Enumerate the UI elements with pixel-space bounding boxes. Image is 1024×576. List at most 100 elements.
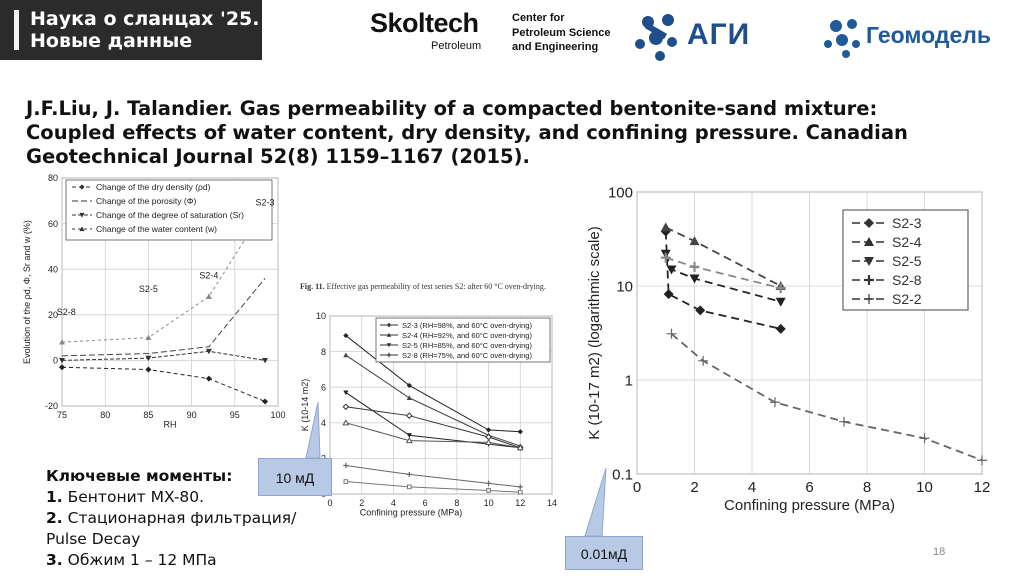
c2-x-tick-label: 8 — [454, 498, 459, 508]
c3-y-axis-label: K (10-17 m2) (logarithmic scale) — [586, 226, 603, 439]
c3-legend-4-marker — [864, 294, 874, 304]
c3-x-tick-label: 4 — [748, 479, 756, 496]
c3-x-tick-label: 10 — [916, 479, 933, 496]
c2-legend-0-label: S2-3 (RH=98%, and 60°C oven-drying) — [402, 321, 532, 330]
c3-series-1-point-0 — [660, 222, 671, 232]
c3-series-4-point-0 — [666, 328, 677, 339]
skoltech-logo-text: Skoltech — [370, 8, 479, 38]
c1-x-tick-label: 90 — [187, 410, 197, 420]
c2-series-1-line — [345, 354, 521, 447]
c1-series-2-line — [61, 350, 266, 361]
key-point-2-text: Стационарная фильтрация/ — [67, 509, 297, 527]
c2-series-0-point-3 — [517, 429, 523, 435]
c2-legend-0-marker — [386, 322, 392, 328]
c2-series-0-point-1 — [406, 382, 412, 389]
c3-x-axis-label: Confining pressure (MPa) — [724, 497, 895, 514]
c1-series-3-line — [61, 207, 266, 343]
c3-series-2-point-1 — [666, 265, 677, 275]
c2-series-6-point-2 — [486, 488, 491, 493]
c1-legend-2-marker — [79, 212, 85, 218]
c1-y-tick-label: 0 — [53, 356, 58, 366]
c2-y-tick-label: 8 — [321, 347, 326, 357]
c1-series-1-line — [61, 278, 266, 357]
key-points-heading: Ключевые моменты: — [46, 467, 233, 485]
c2-x-tick-label: 6 — [423, 498, 428, 508]
c1-annotation-0: S2-8 — [57, 307, 76, 317]
figure-caption-label: Fig. 11. — [300, 282, 325, 291]
key-points: Ключевые моменты: 1. Бентонит MX-80. 2. … — [46, 466, 296, 571]
c2-series-4-point-0 — [342, 403, 350, 411]
c3-series-2-line — [664, 253, 781, 303]
c1-legend-0-marker — [79, 184, 85, 190]
badge-line-1: Наука о сланцах '25. — [30, 8, 260, 30]
c3-series-1-point-1 — [689, 236, 700, 246]
c3-x-tick-label: 12 — [974, 479, 991, 496]
c2-series-3-line — [345, 465, 521, 488]
c3-legend-box — [842, 209, 969, 311]
c3-series-2-point-2 — [689, 274, 700, 284]
c2-series-0-point-0 — [343, 332, 349, 339]
c2-legend-box — [375, 317, 551, 363]
reference-title: J.F.Liu, J. Talandier. Gas permeability … — [26, 97, 908, 168]
c2-series-4-point-1 — [405, 412, 413, 419]
c3-legend-0-marker — [864, 218, 874, 228]
c1-series-2-point-2 — [205, 348, 212, 355]
key-point-2-cont: Pulse Decay — [46, 529, 296, 550]
c2-legend-1-label: S2-4 (RH=92%, and 60°C oven-drying) — [402, 331, 532, 340]
c1-x-tick-label: 85 — [143, 410, 153, 420]
logo-marks — [635, 14, 860, 61]
c1-series-0-point-2 — [205, 375, 212, 382]
c2-legend-3-label: S2-8 (RH=75%, and 60°C oven-drying) — [402, 351, 532, 360]
c1-y-tick-label: 80 — [48, 173, 58, 183]
c1-x-tick-label: 75 — [57, 410, 67, 420]
c3-legend-3-marker — [864, 275, 874, 285]
c1-y-tick-label: -20 — [45, 401, 58, 411]
c2-series-2-line — [345, 392, 521, 449]
c2-legend-2-marker — [386, 343, 392, 348]
c2-x-tick-label: 14 — [547, 498, 557, 508]
page-number: 18 — [933, 546, 946, 558]
c3-series-3-point-0 — [660, 252, 671, 263]
c2-series-2-point-0 — [343, 390, 349, 396]
c2-y-tick-label: 6 — [321, 382, 326, 392]
c2-legend-2-label: S2-5 (RH=85%, and 60°C oven-drying) — [402, 341, 532, 350]
c2-y-tick-label: 10 — [316, 311, 326, 321]
c1-series-0-line — [61, 366, 266, 402]
c3-legend-0-label: S2-3 — [892, 215, 922, 231]
c1-series-3-point-1 — [145, 334, 152, 340]
c3-series-0-point-3 — [775, 323, 786, 334]
geomodel-logo-text: Геомодель — [866, 22, 992, 48]
c2-legend-3-marker — [386, 352, 392, 358]
c1-legend-3-label: Change of the water content (w) — [96, 224, 217, 234]
c3-y-tick-label: 1 — [625, 372, 633, 389]
c3-series-4-point-1 — [698, 355, 709, 366]
c1-y-tick-label: 40 — [48, 264, 58, 274]
c1-annotation-3: S2-3 — [256, 197, 275, 207]
c3-series-4-line — [670, 333, 983, 462]
c1-legend-0-label: Change of the dry density (ρd) — [96, 182, 211, 192]
c3-legend-2-label: S2-5 — [892, 253, 922, 269]
c1-x-tick-label: 100 — [270, 410, 285, 420]
badge-line-2: Новые данные — [30, 30, 193, 52]
c3-legend-1-label: S2-4 — [892, 234, 922, 250]
c1-series-2-point-1 — [145, 355, 152, 362]
skoltech-center-line-3: and Engineering — [512, 41, 599, 53]
c2-series-6-point-1 — [406, 484, 412, 490]
skoltech-center-line-2: Petroleum Science — [512, 26, 611, 39]
key-point-3-text: Обжим 1 – 12 МПа — [67, 551, 217, 569]
callout-10md: 10 мД — [258, 458, 332, 496]
c2-series-6-line — [345, 481, 521, 493]
geomodel-logo-icon — [824, 19, 860, 58]
key-point-1-num: 1. — [46, 488, 63, 506]
c1-y-tick-label: 20 — [48, 310, 58, 320]
callout-left-pointer — [305, 401, 321, 459]
c3-series-3-point-2 — [775, 283, 786, 294]
c3-series-0-line — [664, 231, 781, 330]
c2-series-2-point-1 — [406, 433, 412, 438]
c1-series-3-point-2 — [205, 293, 212, 299]
key-point-1: 1. Бентонит MX-80. — [46, 487, 296, 508]
c1-legend-box — [65, 179, 273, 241]
c2-x-axis-label: Confining pressure (MPa) — [360, 508, 463, 518]
key-point-1-text: Бентонит MX-80. — [67, 488, 205, 506]
